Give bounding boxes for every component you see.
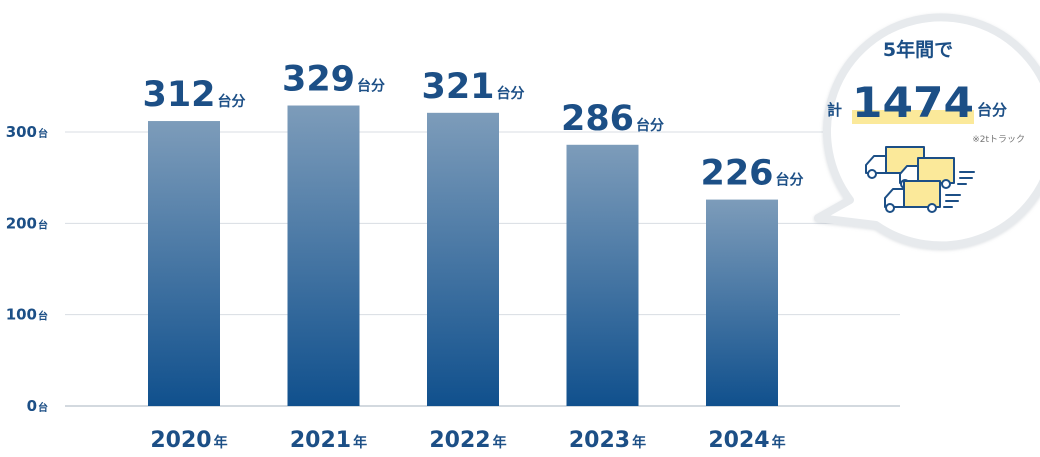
bar-2020 <box>148 121 220 406</box>
x-tick-label-2024: 2024 年 <box>708 428 785 453</box>
callout-lead: 5年間で <box>883 38 953 61</box>
bar-2024 <box>706 199 778 406</box>
trucks-icon <box>865 146 975 213</box>
y-tick-label: 0台 <box>27 397 48 415</box>
x-tick-label-2022: 2022 年 <box>429 428 506 453</box>
y-tick-unit: 台 <box>38 127 48 140</box>
x-tick-label-2020: 2020 年 <box>150 428 227 453</box>
callout-total: 1474 <box>852 78 974 127</box>
value-label-2021: 329 台分 <box>282 60 385 100</box>
x-tick-year: 2020 <box>150 428 211 453</box>
value-label-unit: 台分 <box>218 93 246 110</box>
y-tick-unit: 台 <box>38 310 48 323</box>
total-highlight <box>852 110 974 124</box>
x-tick-year: 2024 <box>708 428 769 453</box>
value-label-unit: 台分 <box>497 85 525 102</box>
value-label-number: 312 <box>142 75 215 115</box>
value-label-2022: 321 台分 <box>421 67 524 107</box>
y-tick-label: 300台 <box>6 123 48 141</box>
value-label-number: 226 <box>700 154 773 194</box>
y-tick-value: 100 <box>6 306 37 324</box>
y-tick-unit: 台 <box>38 218 48 231</box>
x-tick-label-2021: 2021 年 <box>290 428 367 453</box>
y-tick-label: 200台 <box>6 214 48 232</box>
callout-note: ※2tトラック <box>972 134 1025 145</box>
callout-prefix: 計 <box>827 101 842 119</box>
y-tick-value: 300 <box>6 123 37 141</box>
y-tick-label: 100台 <box>6 306 48 324</box>
y-tick-unit: 台 <box>38 401 48 414</box>
value-label-number: 286 <box>561 99 634 139</box>
callout-unit: 台分 <box>977 101 1007 119</box>
value-label-2020: 312 台分 <box>142 75 245 115</box>
bar-2023 <box>566 144 639 406</box>
x-tick-unit: 年 <box>214 434 228 451</box>
x-tick-year: 2023 <box>569 428 630 453</box>
value-label-unit: 台分 <box>636 117 664 134</box>
bar-2021 <box>287 105 360 406</box>
value-label-unit: 台分 <box>776 172 804 189</box>
x-tick-unit: 年 <box>353 434 367 451</box>
value-label-2024: 226 台分 <box>700 154 803 194</box>
x-tick-year: 2022 <box>429 428 490 453</box>
x-axis-labels: 2020 年 2021 年 2022 年 2023 年 2024 年 <box>150 428 785 453</box>
callout-bubble <box>814 13 1040 250</box>
y-tick-value: 0 <box>27 397 37 415</box>
x-tick-year: 2021 <box>290 428 351 453</box>
value-label-2023: 286 台分 <box>561 99 664 139</box>
bars <box>148 105 778 406</box>
x-tick-unit: 年 <box>632 434 646 451</box>
x-tick-unit: 年 <box>772 434 786 451</box>
value-label-number: 329 <box>282 60 355 100</box>
y-tick-value: 200 <box>6 214 37 232</box>
x-tick-label-2023: 2023 年 <box>569 428 646 453</box>
bar-2022 <box>427 112 499 406</box>
x-tick-unit: 年 <box>493 434 507 451</box>
value-label-unit: 台分 <box>357 78 385 95</box>
value-label-number: 321 <box>421 67 494 107</box>
total-callout: 5年間で 計 1474 台分 ※2tトラック <box>814 13 1040 250</box>
